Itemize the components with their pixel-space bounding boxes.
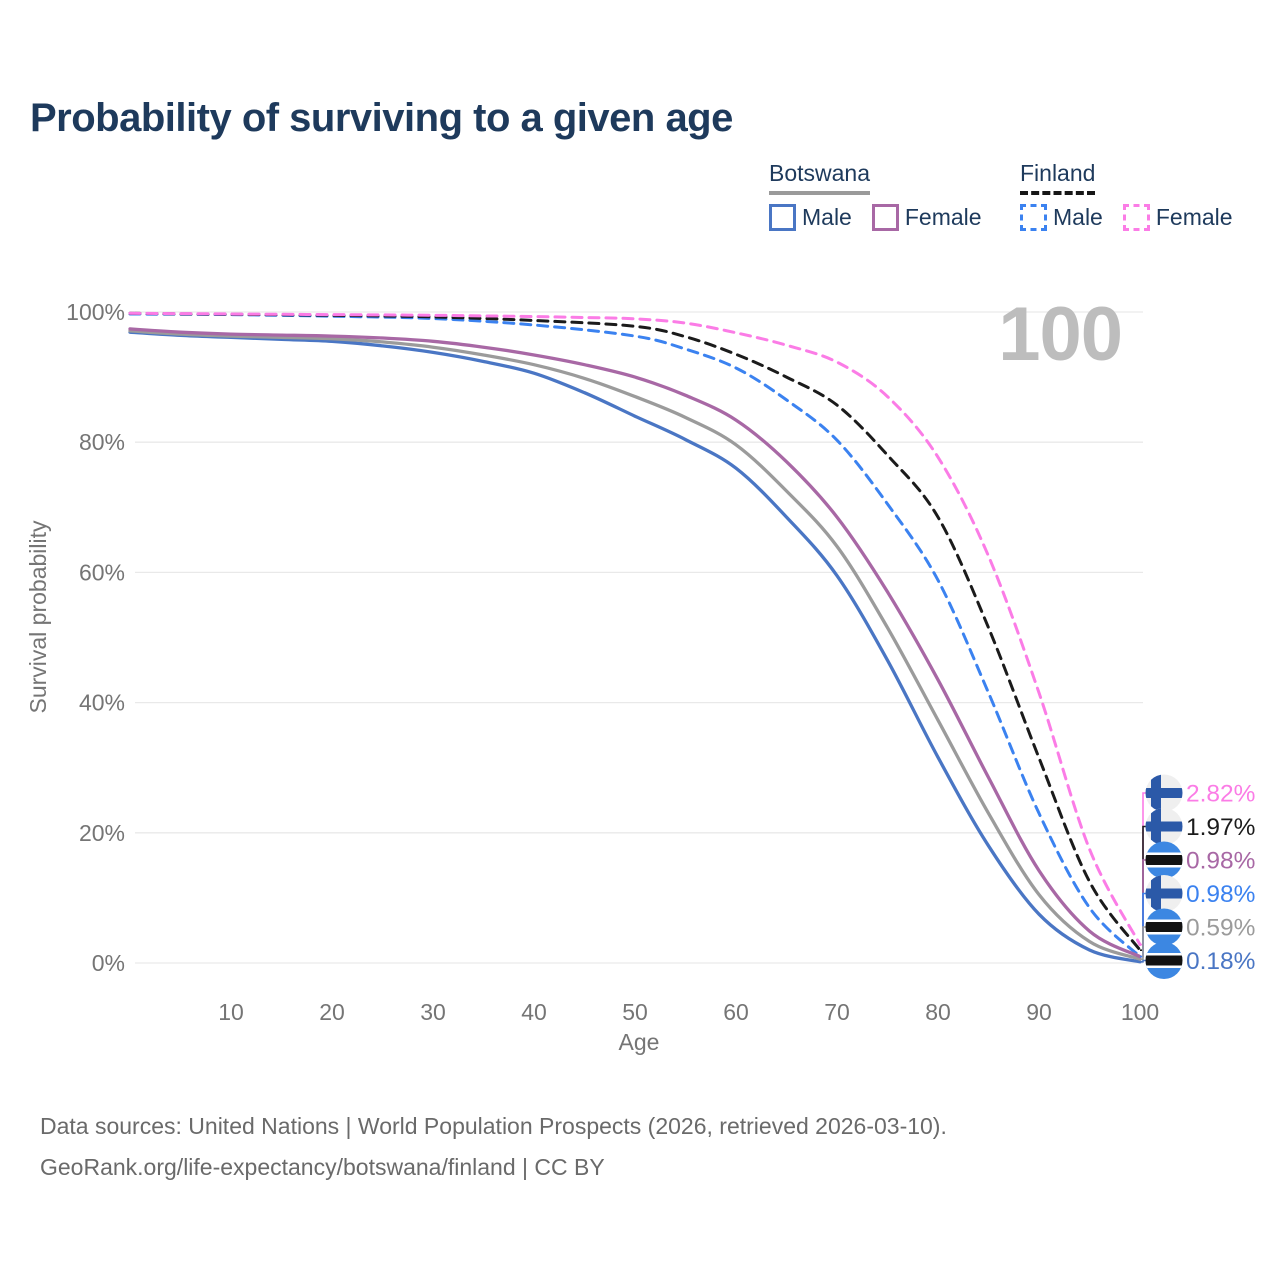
end-label-finland-male: 0.98% [1186,881,1255,908]
x-tick-label-50: 50 [622,999,648,1025]
x-tick-label-100: 100 [1121,999,1159,1025]
x-tick-label-80: 80 [925,999,951,1025]
end-label-botswana-total: 0.59% [1186,915,1255,942]
leader-line-botswana-total [1140,926,1146,960]
curve-finland-total[interactable] [128,311,1142,952]
end-label-finland-female: 2.82% [1186,781,1255,808]
legend-item-label: Male [1053,204,1103,230]
legend-item-botswana-female[interactable]: Female [871,204,982,231]
end-label-botswana-female: 0.98% [1186,848,1255,875]
age-counter-watermark: 100 [998,292,1123,377]
x-tick-label-40: 40 [521,999,547,1025]
y-tick-label-20: 20% [79,820,125,846]
finland-male-line-swatch-icon [1020,204,1047,231]
botswana-female-line-swatch-icon [871,204,899,231]
y-tick-label-60: 60% [79,559,125,585]
legend-country-botswana[interactable]: Botswana [769,160,871,195]
x-tick-label-10: 10 [218,999,244,1025]
y-tick-label-0: 0% [92,950,125,976]
curve-botswana-total[interactable] [128,329,1142,961]
y-tick-label-80: 80% [79,429,125,455]
attribution-url-text: GeoRank.org/life-expectancy/botswana/fin… [40,1154,605,1180]
leader-line-finland-male [1140,892,1146,958]
botswana-flag-icon [1145,942,1183,979]
y-tick-label-100: 100% [66,299,125,325]
curve-botswana-female[interactable] [128,327,1142,959]
legend-item-finland-female[interactable]: Female [1122,204,1233,231]
data-sources-text: Data sources: United Nations | World Pop… [40,1113,947,1139]
y-tick-label-40: 40% [79,690,125,716]
curve-botswana-male[interactable] [128,330,1142,964]
footer: Data sources: United Nations | World Pop… [40,1106,947,1188]
legend-item-label: Female [904,204,982,230]
leader-line-botswana-male [1140,959,1146,963]
end-label-finland-total: 1.97% [1186,814,1255,841]
botswana-flag-icon [1145,908,1183,946]
x-tick-label-60: 60 [723,999,749,1025]
finland-flag-icon [1145,808,1183,845]
y-axis-title: Survival probability [25,520,51,714]
legend-item-finland-male[interactable]: Male [1020,204,1103,231]
finland-female-line-swatch-icon [1122,204,1150,231]
x-tick-label-20: 20 [319,999,345,1025]
x-axis-title: Age [619,1029,660,1055]
finland-flag-icon [1145,774,1183,812]
legend-group-botswana: Botswana Male Female [769,160,982,231]
botswana-male-line-swatch-icon [769,204,796,231]
legend-group-finland: Finland Male Female [1020,160,1233,231]
end-label-botswana-male: 0.18% [1186,948,1255,975]
x-tick-label-30: 30 [420,999,446,1025]
curve-finland-male[interactable] [128,312,1142,959]
legend-item-label: Male [802,204,852,230]
page-title: Probability of surviving to a given age [30,96,733,140]
legend-item-label: Female [1155,204,1233,230]
curve-finland-female[interactable] [128,311,1142,947]
legend-country-finland[interactable]: Finland [1020,160,1096,195]
legend-item-botswana-male[interactable]: Male [769,204,852,231]
botswana-flag-icon [1145,841,1183,879]
finland-flag-icon [1145,875,1183,912]
x-tick-label-70: 70 [824,999,850,1025]
x-tick-label-90: 90 [1026,999,1052,1025]
